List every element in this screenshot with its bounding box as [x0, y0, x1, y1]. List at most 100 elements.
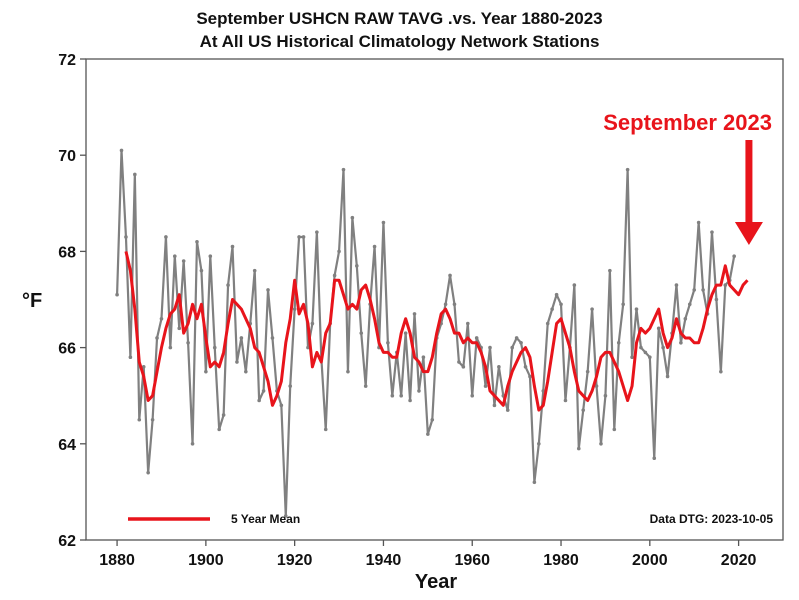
annual-point: [696, 220, 701, 225]
annotation-september-2023: September 2023: [603, 110, 772, 135]
legend-label-5yr-mean: 5 Year Mean: [231, 512, 300, 526]
annual-point: [590, 307, 594, 311]
annual-point: [448, 273, 452, 278]
annual-point: [155, 336, 159, 340]
annual-point: [159, 316, 164, 321]
x-tick-label: 1960: [454, 552, 490, 569]
annual-point: [514, 336, 519, 340]
chart-title: September USHCN RAW TAVG .vs. Year 1880-…: [196, 9, 603, 28]
annual-point: [457, 360, 461, 364]
x-axis-label: Year: [415, 571, 457, 593]
annual-point: [639, 345, 643, 350]
plot-frame: [85, 58, 784, 541]
annual-point: [723, 283, 728, 287]
annual-point: [115, 292, 119, 297]
annual-point: [177, 326, 182, 331]
annual-point: [381, 220, 386, 225]
y-axis-label: °F: [22, 290, 42, 312]
annual-point: [341, 167, 346, 172]
y-tick-label: 72: [58, 52, 76, 69]
annual-point: [195, 239, 199, 244]
annual-point: [648, 355, 652, 360]
annual-point: [630, 355, 634, 360]
annual-point: [541, 389, 546, 393]
annual-point: [266, 288, 270, 292]
annual-point: [683, 316, 688, 321]
y-tick-label: 70: [58, 148, 76, 165]
annual-point: [581, 408, 586, 412]
annual-point: [608, 268, 612, 273]
annual-point: [692, 288, 697, 292]
annual-point: [550, 307, 554, 311]
annual-point: [719, 369, 723, 374]
annual-point: [687, 302, 692, 307]
annual-point: [332, 273, 337, 278]
annual-point: [474, 336, 479, 340]
y-tick-label: 62: [58, 533, 76, 550]
annual-point: [412, 312, 417, 316]
annual-line: [115, 149, 736, 518]
annual-point: [301, 235, 306, 239]
annual-point: [599, 442, 603, 446]
annual-point: [208, 254, 213, 259]
x-tick-label: 1880: [99, 552, 135, 569]
annual-point: [559, 302, 563, 307]
annual-point: [310, 321, 315, 326]
annual-point: [563, 398, 568, 403]
annual-point: [665, 374, 670, 379]
annual-point: [510, 345, 514, 350]
series-annual: [115, 148, 736, 518]
annual-point: [603, 393, 608, 398]
x-tick-label: 2000: [632, 552, 668, 569]
annual-point: [523, 365, 528, 369]
annual-point: [497, 365, 501, 369]
annual-point: [164, 235, 168, 239]
annual-point: [537, 442, 541, 446]
annual-point: [421, 355, 426, 360]
annual-point: [532, 480, 537, 485]
annual-point: [390, 393, 395, 398]
annual-point: [470, 393, 475, 398]
annual-point: [288, 384, 293, 388]
annual-point: [572, 283, 577, 287]
x-tick-label: 2020: [721, 552, 757, 569]
annual-point: [714, 297, 719, 302]
y-tick-label: 66: [58, 341, 76, 358]
annual-point: [226, 283, 230, 287]
mean-line: [124, 251, 749, 412]
annual-point: [612, 427, 617, 432]
annual-point: [461, 365, 466, 369]
annual-point: [146, 470, 150, 475]
annual-point: [346, 369, 350, 374]
x-tick-label: 1940: [366, 552, 402, 569]
annual-point: [585, 369, 590, 374]
annual-point: [417, 389, 421, 393]
annual-point: [239, 336, 244, 340]
annual-point: [679, 340, 683, 345]
annual-point: [137, 417, 142, 422]
chart-subtitle: At All US Historical Climatology Network…: [199, 32, 600, 51]
annual-point: [315, 230, 319, 234]
annual-point: [363, 384, 368, 388]
annual-point: [244, 369, 248, 374]
annual-point: [594, 384, 599, 388]
annual-point: [372, 244, 377, 249]
x-tick-label: 1900: [188, 552, 224, 569]
annual-point: [141, 365, 146, 369]
annual-point: [230, 244, 235, 249]
annual-point: [643, 350, 648, 355]
y-tick-label: 68: [58, 244, 76, 261]
annual-point: [399, 393, 404, 398]
annual-point: [545, 321, 550, 326]
annual-point: [128, 355, 133, 360]
annual-point: [212, 345, 217, 350]
annual-point: [652, 456, 657, 461]
annual-point: [701, 288, 705, 292]
annual-point: [359, 331, 364, 335]
annual-point: [576, 446, 581, 451]
annual-point: [133, 172, 137, 177]
annual-point: [616, 340, 621, 345]
annual-point: [710, 230, 714, 234]
annual-point: [235, 360, 239, 364]
annual-point: [403, 331, 408, 335]
